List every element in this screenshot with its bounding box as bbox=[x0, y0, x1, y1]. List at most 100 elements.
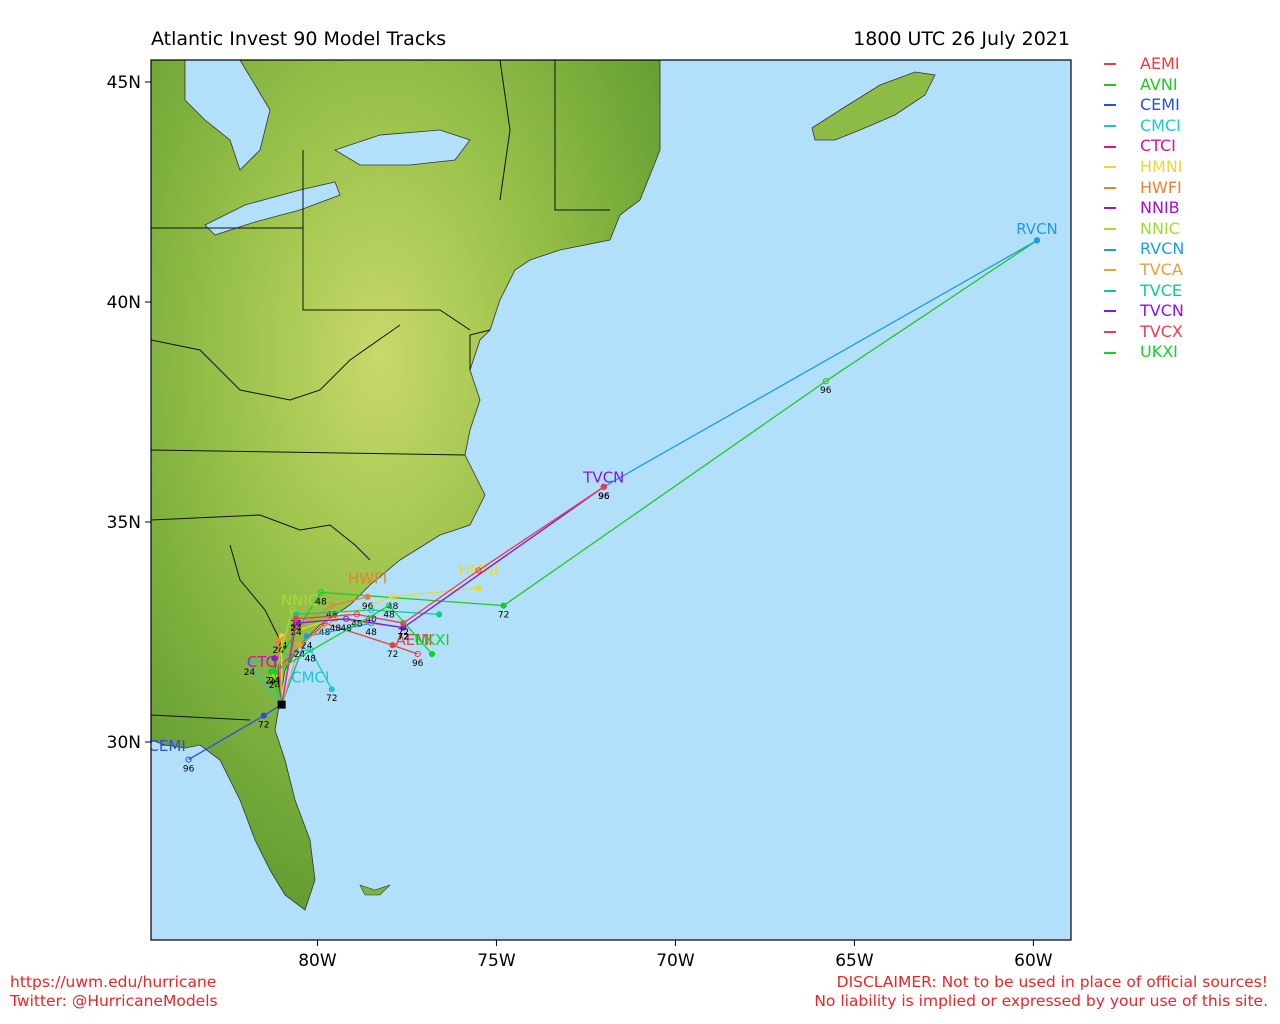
legend-swatch bbox=[1104, 269, 1116, 272]
legend-label: RVCN bbox=[1140, 239, 1185, 259]
track-point bbox=[389, 593, 396, 600]
legend-label: TVCN bbox=[1140, 301, 1184, 321]
track-point bbox=[274, 637, 282, 644]
forecast-hour-label: 24 bbox=[294, 650, 306, 660]
land-layer bbox=[151, 60, 936, 911]
legend-item-aemi: AEMI bbox=[1104, 54, 1184, 75]
lake-huron bbox=[184, 60, 271, 171]
forecast-hour-label: 48 bbox=[340, 624, 352, 634]
forecast-hour-label: 96 bbox=[362, 602, 374, 612]
lon-tick-label: 65W bbox=[835, 951, 874, 971]
bahamas bbox=[359, 884, 391, 896]
model-legend: AEMI AVNI CEMI CMCI CTCI HMNI HWFI NNIB NNIC RVCN… bbox=[1104, 54, 1184, 363]
legend-swatch bbox=[1104, 104, 1116, 107]
legend-label: NNIB bbox=[1140, 198, 1180, 218]
legend-swatch bbox=[1104, 186, 1116, 189]
legend-item-hmni: HMNI bbox=[1104, 157, 1184, 178]
forecast-hour-label: 72 bbox=[498, 611, 509, 621]
legend-item-tvca: TVCA bbox=[1104, 260, 1184, 281]
legend-item-rvcn: RVCN bbox=[1104, 239, 1184, 260]
map-frame bbox=[150, 59, 1072, 941]
track-line bbox=[281, 486, 605, 705]
forecast-hour-label: 24 bbox=[272, 646, 284, 656]
track-line bbox=[273, 604, 433, 705]
legend-label: NNIC bbox=[1140, 218, 1180, 238]
legend-swatch bbox=[1104, 166, 1116, 169]
track-point bbox=[317, 589, 325, 596]
legend-item-cemi: CEMI bbox=[1104, 95, 1184, 116]
legend-swatch bbox=[1104, 63, 1116, 66]
lon-tick-label: 60W bbox=[1014, 951, 1053, 971]
storm-start-marker bbox=[277, 700, 286, 709]
track-point bbox=[475, 584, 482, 592]
forecast-hour-label: 24 bbox=[276, 641, 288, 651]
track-point bbox=[600, 483, 607, 490]
legend-label: CMCI bbox=[1140, 115, 1181, 135]
forecast-hour-label: 72 bbox=[398, 633, 409, 643]
track-point bbox=[475, 567, 482, 574]
track-point bbox=[1033, 237, 1041, 244]
track-model-label: HWFI bbox=[348, 570, 387, 588]
legend-item-nnic: NNIC bbox=[1104, 219, 1184, 240]
legend-item-tvcn: TVCN bbox=[1104, 301, 1184, 322]
track-point bbox=[185, 756, 192, 763]
track-point bbox=[342, 615, 350, 622]
tracks-layer: 24487296AEMI244872967296CEMI244872CMCICT… bbox=[151, 220, 1058, 775]
forecast-hour-label: 40 bbox=[365, 615, 377, 625]
forecast-hour-label: 48 bbox=[365, 628, 377, 638]
legend-label: UKXI bbox=[1140, 342, 1178, 362]
track-point bbox=[368, 606, 375, 614]
legend-swatch bbox=[1104, 83, 1116, 86]
forecast-hour-label: 24 bbox=[269, 677, 281, 687]
track-point bbox=[436, 611, 443, 618]
forecast-hour-label: 72 bbox=[326, 694, 337, 704]
legend-item-cmci: CMCI bbox=[1104, 116, 1184, 137]
track-point bbox=[289, 606, 296, 614]
forecast-hour-label: 96 bbox=[598, 492, 610, 502]
us-landmass bbox=[151, 60, 661, 911]
legend-item-tvce: TVCE bbox=[1104, 281, 1184, 302]
legend-label: TVCA bbox=[1140, 259, 1183, 279]
track-point bbox=[389, 642, 396, 649]
track-point bbox=[328, 602, 335, 609]
track-point bbox=[500, 602, 507, 609]
legend-swatch bbox=[1104, 289, 1116, 292]
track-model-label: RVCN bbox=[1016, 220, 1058, 238]
track-point bbox=[385, 602, 393, 609]
legend-swatch bbox=[1104, 207, 1116, 210]
track-model-label: NNIC bbox=[281, 592, 318, 610]
lake-ontario bbox=[334, 129, 471, 166]
legend-swatch bbox=[1104, 331, 1116, 334]
legend-item-avni: AVNI bbox=[1104, 75, 1184, 96]
track-model-label: CMCI bbox=[291, 669, 329, 687]
legend-item-nnib: NNIB bbox=[1104, 198, 1184, 219]
lon-tick-label: 70W bbox=[656, 951, 695, 971]
legend-label: CTCI bbox=[1140, 136, 1176, 156]
track-line bbox=[277, 596, 368, 705]
legend-swatch bbox=[1104, 310, 1116, 313]
track-point bbox=[260, 712, 267, 719]
lat-tick-label: 40N bbox=[107, 293, 141, 313]
forecast-hour-label: 24 bbox=[244, 668, 256, 678]
track-point bbox=[292, 615, 300, 622]
forecast-hour-label: 72 bbox=[398, 633, 409, 643]
legend-label: HWFI bbox=[1140, 177, 1182, 197]
legend-item-ctci: CTCI bbox=[1104, 136, 1184, 157]
nova-scotia-landmass bbox=[811, 71, 936, 141]
forecast-hour-label: 72 bbox=[258, 721, 269, 731]
forecast-hour-label: 72 bbox=[387, 650, 398, 660]
forecast-hour-label: 24 bbox=[301, 641, 313, 651]
footer-credits: https://uwm.edu/hurricane Twitter: @Hurr… bbox=[10, 973, 218, 1011]
footer-site-link[interactable]: https://uwm.edu/hurricane bbox=[10, 973, 217, 991]
lon-tick-label: 80W bbox=[298, 951, 337, 971]
lat-tick-label: 45N bbox=[107, 73, 141, 93]
forecast-hour-label: 48 bbox=[330, 624, 342, 634]
disclaimer-line-2: No liability is implied or expressed by … bbox=[814, 992, 1268, 1010]
track-model-label: TVCN bbox=[582, 468, 624, 486]
forecast-hour-label: 24 bbox=[290, 624, 302, 634]
track-point bbox=[353, 611, 360, 618]
track-point bbox=[822, 378, 829, 385]
legend-swatch bbox=[1104, 145, 1116, 148]
legend-swatch bbox=[1104, 228, 1116, 231]
track-point bbox=[271, 655, 278, 662]
